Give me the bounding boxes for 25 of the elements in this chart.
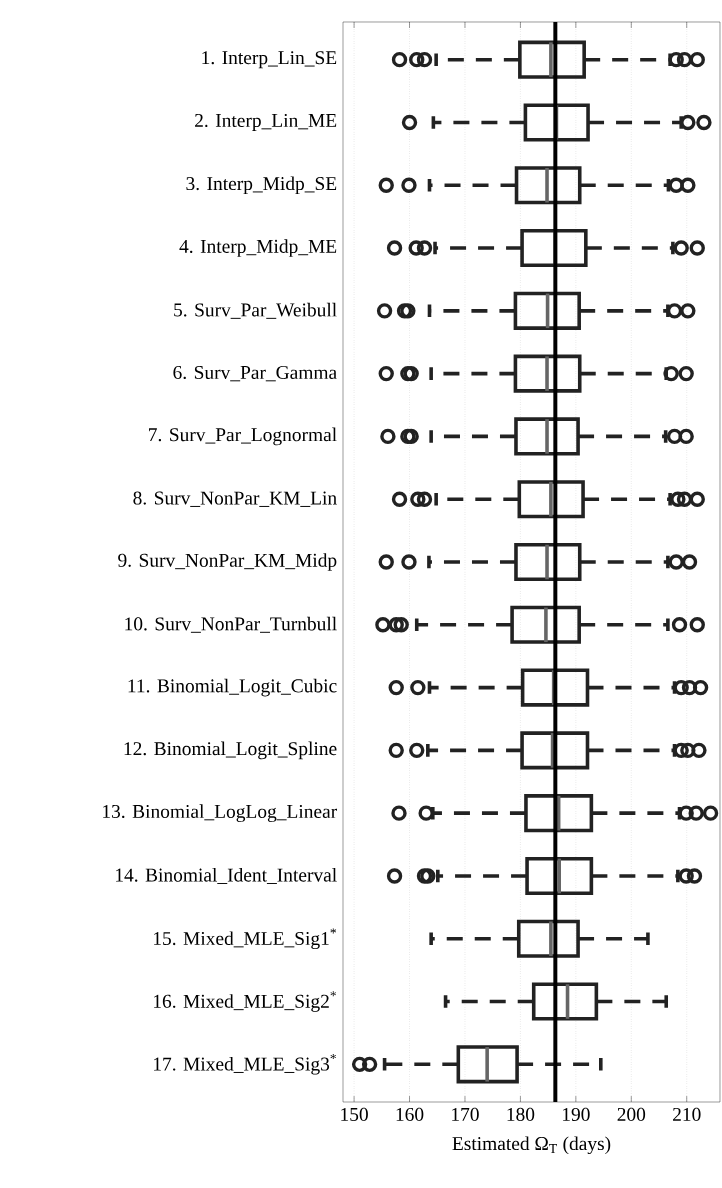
x-tick-label: 170 bbox=[452, 1107, 479, 1121]
y-tick-label: 13. Binomial_LogLog_Linear bbox=[103, 804, 338, 822]
y-tick-label: 8. Surv_NonPar_KM_Lin bbox=[133, 491, 337, 507]
y-tick-label: 5. Surv_Par_Weibull bbox=[174, 302, 337, 319]
y-tick-label: 7. Surv_Par_Lognormal bbox=[149, 427, 337, 446]
x-axis-title: Estimated Ω$_{T}$ (days) bbox=[452, 1136, 611, 1155]
y-tick-label: 14. Binomial_Ident_Interval bbox=[116, 867, 337, 884]
x-tick-label: 180 bbox=[507, 1107, 535, 1121]
y-tick-label: 10. Surv_NonPar_Turnbull bbox=[125, 616, 337, 633]
y-tick-label: 15. Mixed_MLE_Sig1$^{*}$ bbox=[154, 928, 336, 950]
y-tick-label: 4. Interp_Midp_ME bbox=[179, 239, 337, 257]
x-tick-label: 190 bbox=[562, 1107, 590, 1121]
y-tick-label: 2. Interp_Lin_ME bbox=[195, 113, 337, 131]
x-tick-label: 150 bbox=[341, 1107, 368, 1121]
x-tick-label: 210 bbox=[673, 1107, 701, 1121]
y-tick-label: 17. Mixed_MLE_Sig3$^{*}$ bbox=[154, 1054, 336, 1075]
x-tick-label: 200 bbox=[617, 1107, 646, 1121]
y-tick-label: 12. Binomial_Logit_Spline bbox=[124, 741, 337, 760]
x-tick-label: 160 bbox=[396, 1107, 424, 1121]
y-tick-label: 3. Interp_Midp_SE bbox=[186, 176, 337, 195]
y-tick-label: 6. Surv_Par_Gamma bbox=[173, 365, 337, 382]
y-tick-label: 9. Surv_NonPar_KM_Midp bbox=[118, 553, 337, 571]
y-tick-label: 16. Mixed_MLE_Sig2$^{*}$ bbox=[154, 991, 336, 1012]
y-tick-label: 1. Interp_Lin_SE bbox=[202, 51, 337, 69]
y-tick-label: 11. Binomial_Logit_Cubic bbox=[128, 678, 337, 697]
